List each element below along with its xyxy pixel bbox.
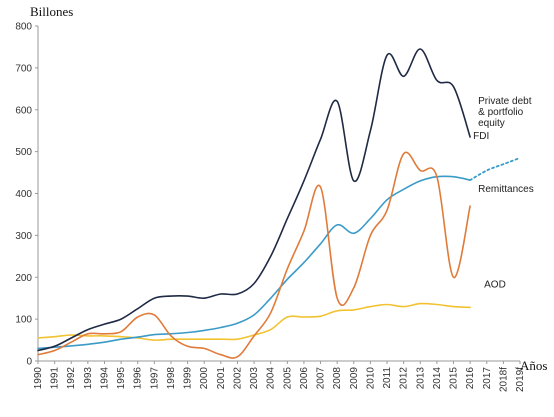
fdi-line <box>37 48 471 352</box>
x-axis-ticks: 1990 1991 1992 1993 1994 1995 1996 1997 1998 1999… <box>33 361 526 392</box>
series-label-line: Remittances <box>478 184 534 195</box>
y-tick-label: 0 <box>26 357 32 368</box>
x-tick-label: 1997 <box>149 367 160 390</box>
x-tick-label: 1994 <box>99 367 110 390</box>
fdi-label: FDI <box>473 131 489 142</box>
private-debt-and-portfolio-equity-line <box>37 151 471 359</box>
y-tick-label: 800 <box>15 22 32 33</box>
series-label-line: equity <box>478 118 505 129</box>
x-tick-label: 2008 <box>332 367 343 390</box>
private-debt-and-portfolio-equity-label: Private debt & portfolio equity <box>478 96 532 129</box>
x-tick-label: 1995 <box>116 367 127 390</box>
x-tick-label: 1999 <box>183 367 194 390</box>
x-tick-label: 2007 <box>316 367 327 390</box>
x-tick-label: 2002 <box>232 367 243 390</box>
x-tick-label: 2004 <box>266 367 277 390</box>
y-tick-label: 600 <box>15 105 32 116</box>
x-tick-label: 2006 <box>299 367 310 390</box>
y-tick-label: 200 <box>15 273 32 284</box>
y-tick-label: 400 <box>15 189 32 200</box>
x-tick-label: 2010 <box>365 367 376 390</box>
x-tick-label: 2009 <box>349 367 360 390</box>
y-tick-label: 300 <box>15 231 32 242</box>
x-tick-label: 2005 <box>282 367 293 390</box>
x-tick-label: 2016 <box>465 367 476 390</box>
x-tick-label: 2012 <box>399 367 410 390</box>
x-axis-label: Años <box>520 358 547 373</box>
series-label-line: AOD <box>484 279 506 290</box>
series-label-line: & portfolio <box>478 107 523 118</box>
remittances-label: Remittances <box>478 184 534 195</box>
aod-line <box>37 302 471 341</box>
x-tick-label: 2019f <box>515 367 526 392</box>
aod-label: AOD <box>484 279 506 290</box>
x-tick-label: 2001 <box>216 367 227 390</box>
series-lines <box>37 48 521 359</box>
x-tick-label: 1992 <box>66 367 77 390</box>
remittances-projection-line <box>469 157 521 181</box>
x-tick-label: 2014 <box>432 367 443 390</box>
remittances-line <box>37 175 471 350</box>
series-labels: FDI Remittances Private debt & portfolio equ… <box>473 96 534 290</box>
x-tick-label: 2018f <box>498 367 509 392</box>
x-tick-label: 2003 <box>249 367 260 390</box>
x-tick-label: 2015 <box>449 367 460 390</box>
x-tick-label: 1998 <box>166 367 177 390</box>
x-tick-label: 2017 <box>482 367 493 390</box>
y-tick-label: 700 <box>15 63 32 74</box>
series-label-line: Private debt <box>478 96 532 107</box>
x-tick-label: 1990 <box>33 367 44 390</box>
x-tick-label: 1993 <box>83 367 94 390</box>
y-tick-label: 100 <box>15 315 32 326</box>
y-axis-ticks: 0 100 200 300 400 500 600 700 800 <box>15 22 38 368</box>
y-axis-label: Billones <box>30 4 73 19</box>
series-label-line: FDI <box>473 131 489 142</box>
x-tick-label: 1996 <box>133 367 144 390</box>
y-tick-label: 500 <box>15 147 32 158</box>
x-tick-label: 2000 <box>199 367 210 390</box>
x-tick-label: 2013 <box>415 367 426 390</box>
x-tick-label: 1991 <box>50 367 61 390</box>
x-tick-label: 2011 <box>382 367 393 389</box>
